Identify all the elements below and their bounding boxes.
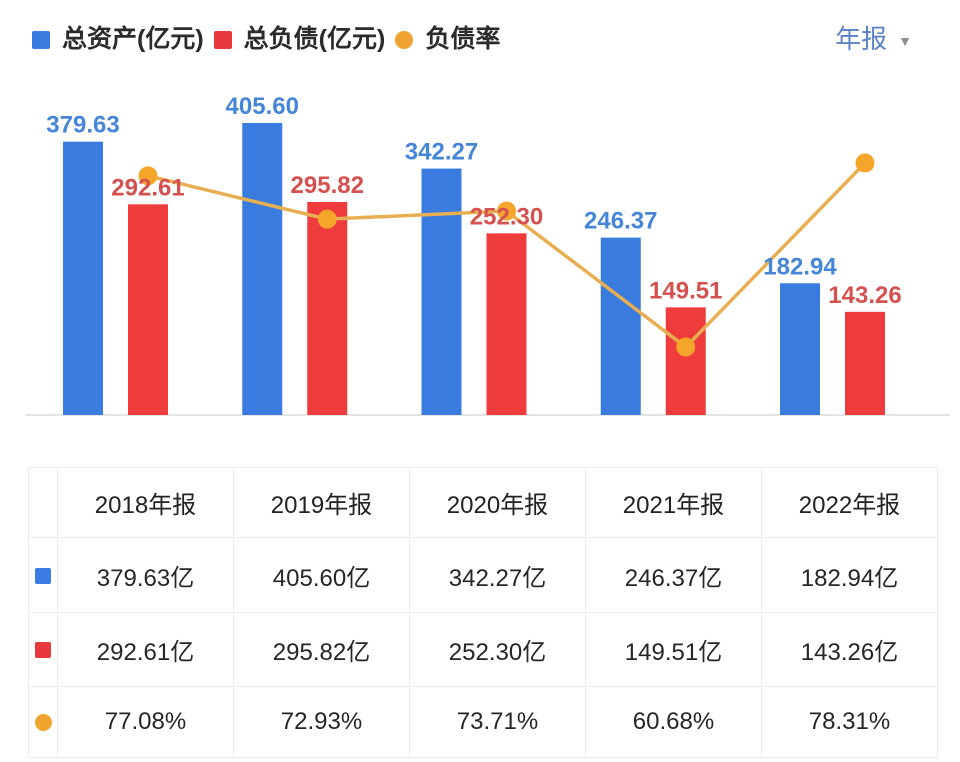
bar-value-label-assets-0: 379.63 xyxy=(46,112,119,139)
table-cell: 379.63亿 xyxy=(57,537,234,613)
table-cell: 252.30亿 xyxy=(409,612,586,687)
table-row-debt-ratio: 77.08% 72.93% 73.71% 60.68% 78.31% xyxy=(28,686,938,758)
table-cell: 72.93% xyxy=(233,686,410,758)
table-cell: 405.60亿 xyxy=(233,537,410,613)
total-assets-swatch-icon xyxy=(32,30,50,49)
column-header-2022[interactable]: 2022年报 xyxy=(761,467,938,538)
row-marker-cell xyxy=(28,686,58,758)
row-marker-cell xyxy=(28,537,58,613)
bar-assets-3[interactable] xyxy=(600,237,641,415)
legend-item-total-assets[interactable]: 总资产(亿元) xyxy=(32,27,204,52)
period-selector[interactable]: 年报 ▼ xyxy=(835,26,912,52)
table-corner-cell xyxy=(28,467,58,538)
period-selector-value: 年报 xyxy=(835,24,888,54)
chart-legend: 总资产(亿元) 总负债(亿元) 负债率 xyxy=(32,27,500,52)
legend-label: 负债率 xyxy=(425,25,501,53)
column-header-2020[interactable]: 2020年报 xyxy=(409,467,586,538)
debt-ratio-point-1[interactable] xyxy=(317,209,337,229)
table-cell: 246.37亿 xyxy=(585,537,762,613)
legend-item-debt-ratio[interactable]: 负债率 xyxy=(395,27,500,52)
table-cell: 342.27亿 xyxy=(409,537,586,613)
bar-value-label-debt-4: 143.26 xyxy=(828,282,901,309)
chevron-down-icon: ▼ xyxy=(898,33,912,49)
finance-data-table: 2018年报 2019年报 2020年报 2021年报 2022年报 379.6… xyxy=(28,467,938,758)
table-cell: 292.61亿 xyxy=(57,612,234,687)
bar-debt-3[interactable] xyxy=(665,307,706,415)
bar-debt-2[interactable] xyxy=(486,233,527,415)
bar-assets-2[interactable] xyxy=(421,168,462,415)
bar-debt-1[interactable] xyxy=(307,202,348,415)
bar-value-label-debt-0: 292.61 xyxy=(111,174,184,201)
debt-ratio-point-0[interactable] xyxy=(138,166,158,186)
row-marker-cell xyxy=(28,612,58,687)
table-cell: 149.51亿 xyxy=(585,612,762,687)
bar-line-chart: 379.63 405.60 342.27 246.37 182.94 292.61 295.… xyxy=(25,93,950,416)
bar-value-label-debt-1: 295.82 xyxy=(291,172,364,199)
bar-assets-1[interactable] xyxy=(242,122,283,415)
bar-value-label-debt-3: 149.51 xyxy=(649,277,722,304)
table-cell: 295.82亿 xyxy=(233,612,410,687)
bar-value-label-assets-2: 342.27 xyxy=(405,139,478,166)
table-cell: 143.26亿 xyxy=(761,612,938,687)
total-debt-swatch-icon xyxy=(213,30,232,49)
table-header-row: 2018年报 2019年报 2020年报 2021年报 2022年报 xyxy=(28,467,938,538)
debt-ratio-dot-icon xyxy=(34,714,52,732)
bar-value-label-assets-1: 405.60 xyxy=(226,93,299,120)
legend-label: 总资产(亿元) xyxy=(62,25,204,53)
legend-item-total-debt[interactable]: 总负债(亿元) xyxy=(213,25,386,53)
bar-value-label-assets-3: 246.37 xyxy=(584,208,657,235)
bar-value-label-debt-2: 252.30 xyxy=(470,203,543,230)
table-cell: 77.08% xyxy=(57,686,234,758)
bar-debt-0[interactable] xyxy=(128,204,168,415)
bar-assets-4[interactable] xyxy=(780,283,820,415)
column-header-2019[interactable]: 2019年报 xyxy=(233,467,410,538)
debt-ratio-dot-icon xyxy=(395,30,414,49)
table-row-total-assets: 379.63亿 405.60亿 342.27亿 246.37亿 182.94亿 xyxy=(28,537,938,613)
column-header-2018[interactable]: 2018年报 xyxy=(57,467,234,538)
debt-ratio-point-2[interactable] xyxy=(497,201,516,221)
debt-ratio-point-4[interactable] xyxy=(855,153,875,173)
table-cell: 60.68% xyxy=(585,686,762,758)
bar-assets-0[interactable] xyxy=(63,141,103,416)
legend-label: 总负债(亿元) xyxy=(243,25,386,53)
table-row-total-debt: 292.61亿 295.82亿 252.30亿 149.51亿 143.26亿 xyxy=(28,612,938,687)
total-debt-swatch-icon xyxy=(35,642,51,659)
column-header-2021[interactable]: 2021年报 xyxy=(585,467,762,538)
bar-value-label-assets-4: 182.94 xyxy=(763,253,837,280)
debt-ratio-point-3[interactable] xyxy=(676,337,696,357)
total-assets-swatch-icon xyxy=(35,567,51,584)
table-cell: 73.71% xyxy=(409,686,586,758)
bar-debt-4[interactable] xyxy=(845,311,885,415)
table-cell: 78.31% xyxy=(761,686,938,758)
table-cell: 182.94亿 xyxy=(761,537,938,613)
